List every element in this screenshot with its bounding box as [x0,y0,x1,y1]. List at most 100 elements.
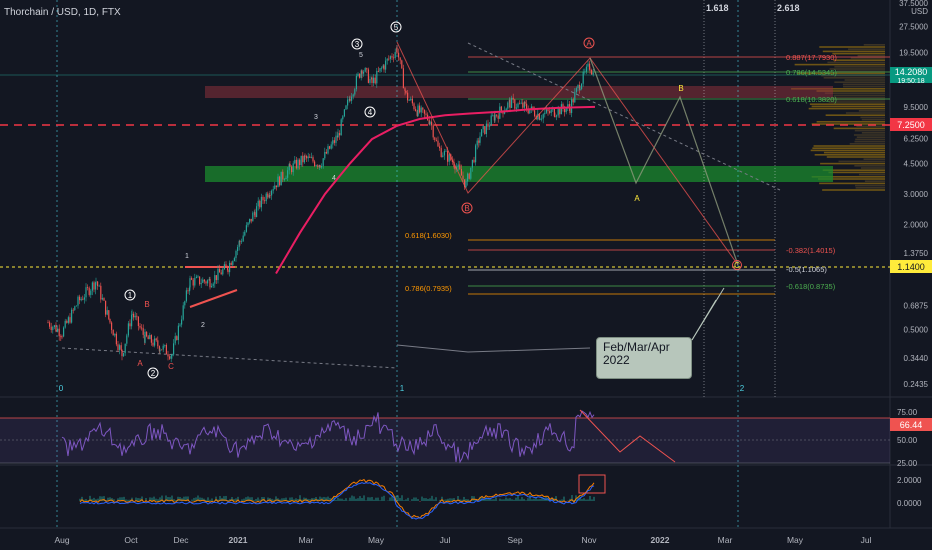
macd-bar [323,496,325,501]
macd-bar [345,498,347,501]
candle-body [264,200,266,202]
candle-body [185,290,187,302]
rsi-line [61,410,595,464]
candle-body [287,170,289,178]
volume-profile-bar [855,187,885,189]
candle-body [354,89,356,95]
macd-bar [427,498,429,501]
macd-bar [233,499,235,501]
candle-body [564,109,566,113]
candle-body [269,195,271,196]
wave-label: B [144,300,149,309]
macd-bar [195,497,197,501]
wave-label: C [168,362,174,371]
candle-body [402,68,404,89]
subwave-label: 2 [201,322,205,329]
candle-body [565,108,567,113]
macd-bar [405,499,407,501]
candle-body [470,167,472,179]
macd-bar [297,499,299,501]
volume-profile-bar [817,178,885,180]
macd-bar [455,500,457,501]
volume-profile-bar [854,165,885,167]
macd-bar [261,497,263,501]
rsi-value-text: 66.44 [900,420,923,430]
candle-body [108,310,110,319]
volume-profile-bar [860,116,885,119]
volume-profile-bar [836,70,885,72]
macd-bar [161,495,163,501]
macd-line [79,478,595,519]
candle-body [61,336,63,338]
volume-profile-bar [814,154,885,156]
macd-bar [313,498,315,501]
candle-body [554,116,556,118]
candle-body [238,241,240,248]
cycle-label: 1 [400,384,405,393]
macd-bar [117,498,119,501]
time-tick: May [368,535,385,545]
candle-body [348,98,350,100]
macd-bar [317,498,319,501]
candle-body [184,301,186,306]
macd-bar [211,498,213,501]
candle-body [522,102,524,108]
candle-body [511,97,513,108]
candle-body [373,77,375,84]
wave-circle [583,37,595,49]
macd-bar [307,498,309,501]
macd-bar [583,498,585,501]
candle-body [489,125,491,127]
candle-body [245,225,247,232]
macd-bar [169,497,171,501]
time-tick: Dec [173,535,189,545]
candle-body [249,218,251,223]
candle-body [105,300,107,315]
macd-bar [499,498,501,501]
candle-body [299,159,301,166]
candle-body [520,102,522,104]
macd-bar [537,499,539,501]
candle-body [91,282,93,291]
candle-body [568,104,570,108]
candle-body [485,123,487,135]
macd-bar [465,499,467,501]
candle-body [97,281,99,287]
candle-body [164,344,166,346]
macd-bar [83,499,85,501]
volume-profile-bar [828,171,885,174]
rsi-tick: 50.00 [897,436,918,445]
candle-body [545,109,547,113]
macd-bar [249,497,251,501]
candle-body [391,56,393,58]
macd-bar [179,496,181,501]
macd-bar [457,496,459,501]
candle-body [217,268,219,281]
wave-circle [124,289,136,301]
candle-body [582,71,584,84]
macd-bar [543,497,545,501]
volume-profile-bar [811,123,885,125]
volume-profile-bar [821,74,885,77]
macd-bar [523,498,525,501]
candle-body [315,165,317,167]
candle-body [239,241,241,243]
macd-bar [285,497,287,501]
macd-bar [219,495,221,501]
price-candles [47,45,594,363]
volume-profile-bar [849,143,885,145]
callout-note: Feb/Mar/Apr 2022 [596,337,692,379]
macd-bar [555,496,557,501]
candle-body [109,318,111,323]
candle-body [60,336,62,338]
candle-body [131,313,133,315]
candle-body [329,146,331,149]
macd-bar [419,501,421,502]
macd-bar [91,498,93,501]
macd-bar [561,499,563,501]
current-price-value: 14.2080 [895,67,928,77]
volume-profile-bar [824,92,885,94]
macd-bar [453,498,455,501]
